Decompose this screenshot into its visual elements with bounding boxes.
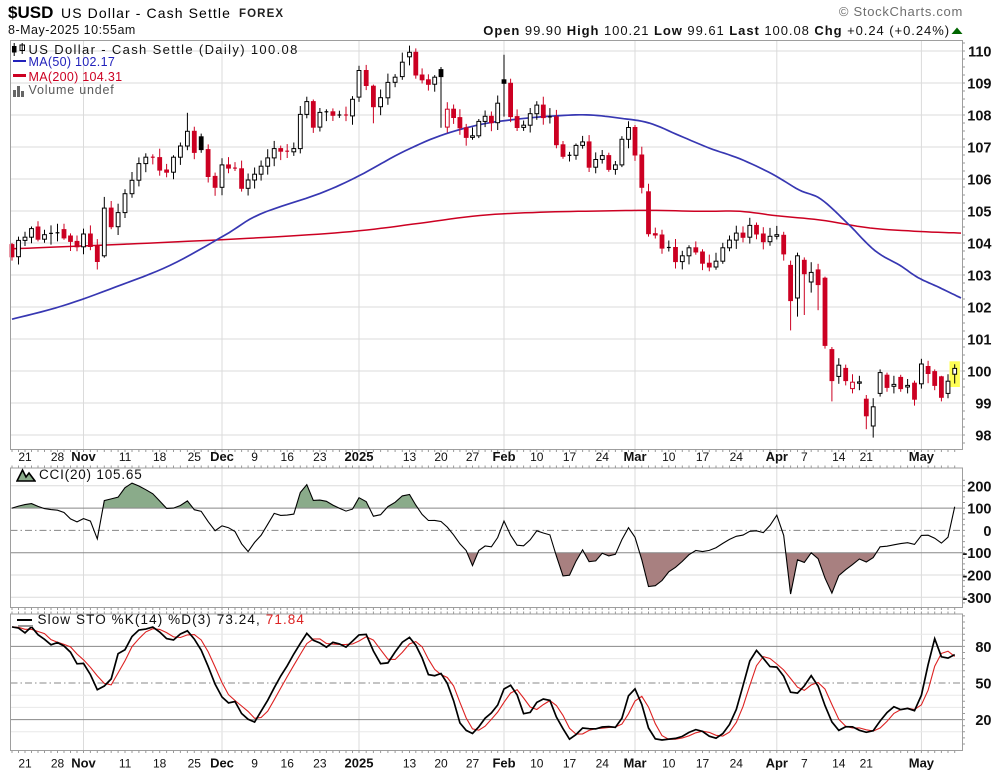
svg-text:13: 13 <box>403 756 417 770</box>
svg-text:17: 17 <box>563 450 577 464</box>
svg-text:May: May <box>909 449 935 464</box>
svg-text:28: 28 <box>51 450 65 464</box>
svg-text:27: 27 <box>466 450 480 464</box>
svg-text:24: 24 <box>596 756 610 770</box>
svg-text:16: 16 <box>281 450 295 464</box>
svg-text:23: 23 <box>313 450 327 464</box>
svg-text:Feb: Feb <box>492 449 515 464</box>
svg-text:25: 25 <box>188 756 202 770</box>
svg-text:Apr: Apr <box>766 755 788 770</box>
svg-text:25: 25 <box>188 450 202 464</box>
svg-text:2025: 2025 <box>345 449 374 464</box>
svg-text:10: 10 <box>662 756 676 770</box>
svg-text:9: 9 <box>251 756 258 770</box>
svg-text:Mar: Mar <box>623 755 646 770</box>
svg-text:108: 108 <box>967 109 991 125</box>
svg-text:14: 14 <box>832 450 846 464</box>
svg-text:28: 28 <box>51 756 65 770</box>
svg-text:20: 20 <box>434 756 448 770</box>
svg-text:27: 27 <box>466 756 480 770</box>
svg-text:103: 103 <box>967 269 991 285</box>
svg-text:20: 20 <box>434 450 448 464</box>
svg-text:101: 101 <box>967 333 991 349</box>
svg-text:100: 100 <box>967 365 991 381</box>
svg-text:7: 7 <box>801 450 808 464</box>
svg-text:10: 10 <box>530 756 544 770</box>
svg-text:107: 107 <box>967 141 991 157</box>
svg-text:2025: 2025 <box>345 755 374 770</box>
svg-text:24: 24 <box>596 450 610 464</box>
svg-text:Dec: Dec <box>210 449 234 464</box>
svg-text:9: 9 <box>251 450 258 464</box>
svg-text:17: 17 <box>563 756 577 770</box>
svg-text:11: 11 <box>119 756 132 770</box>
svg-text:17: 17 <box>696 450 710 464</box>
svg-text:50: 50 <box>975 677 991 693</box>
svg-text:7: 7 <box>801 756 808 770</box>
svg-text:106: 106 <box>967 173 991 189</box>
svg-text:14: 14 <box>832 756 846 770</box>
svg-text:109: 109 <box>967 77 991 93</box>
svg-text:0: 0 <box>983 524 991 540</box>
svg-text:Nov: Nov <box>71 449 96 464</box>
svg-text:16: 16 <box>281 756 295 770</box>
svg-text:May: May <box>909 755 935 770</box>
svg-text:10: 10 <box>662 450 676 464</box>
svg-text:80: 80 <box>975 640 991 656</box>
svg-text:Mar: Mar <box>623 449 646 464</box>
svg-text:Nov: Nov <box>71 755 96 770</box>
svg-text:21: 21 <box>18 756 32 770</box>
svg-text:Feb: Feb <box>492 755 515 770</box>
svg-text:104: 104 <box>967 237 991 253</box>
svg-text:24: 24 <box>730 450 744 464</box>
svg-text:105: 105 <box>967 205 991 221</box>
svg-text:200: 200 <box>967 479 991 495</box>
svg-text:-300: -300 <box>962 591 991 607</box>
svg-text:110: 110 <box>968 45 991 61</box>
svg-text:-200: -200 <box>962 569 991 585</box>
svg-text:18: 18 <box>153 756 167 770</box>
svg-text:-100: -100 <box>962 546 991 562</box>
svg-text:18: 18 <box>153 450 167 464</box>
svg-text:21: 21 <box>860 450 874 464</box>
svg-text:Apr: Apr <box>766 449 788 464</box>
svg-text:100: 100 <box>967 502 991 518</box>
svg-text:20: 20 <box>975 713 991 729</box>
svg-text:13: 13 <box>403 450 417 464</box>
svg-text:23: 23 <box>313 756 327 770</box>
svg-text:Dec: Dec <box>210 755 234 770</box>
svg-text:21: 21 <box>860 756 874 770</box>
svg-text:17: 17 <box>696 756 710 770</box>
svg-text:21: 21 <box>18 450 32 464</box>
svg-text:99: 99 <box>975 397 991 413</box>
svg-text:102: 102 <box>967 301 991 317</box>
svg-text:11: 11 <box>119 450 132 464</box>
svg-text:98: 98 <box>975 429 991 445</box>
svg-text:10: 10 <box>530 450 544 464</box>
svg-text:24: 24 <box>730 756 744 770</box>
